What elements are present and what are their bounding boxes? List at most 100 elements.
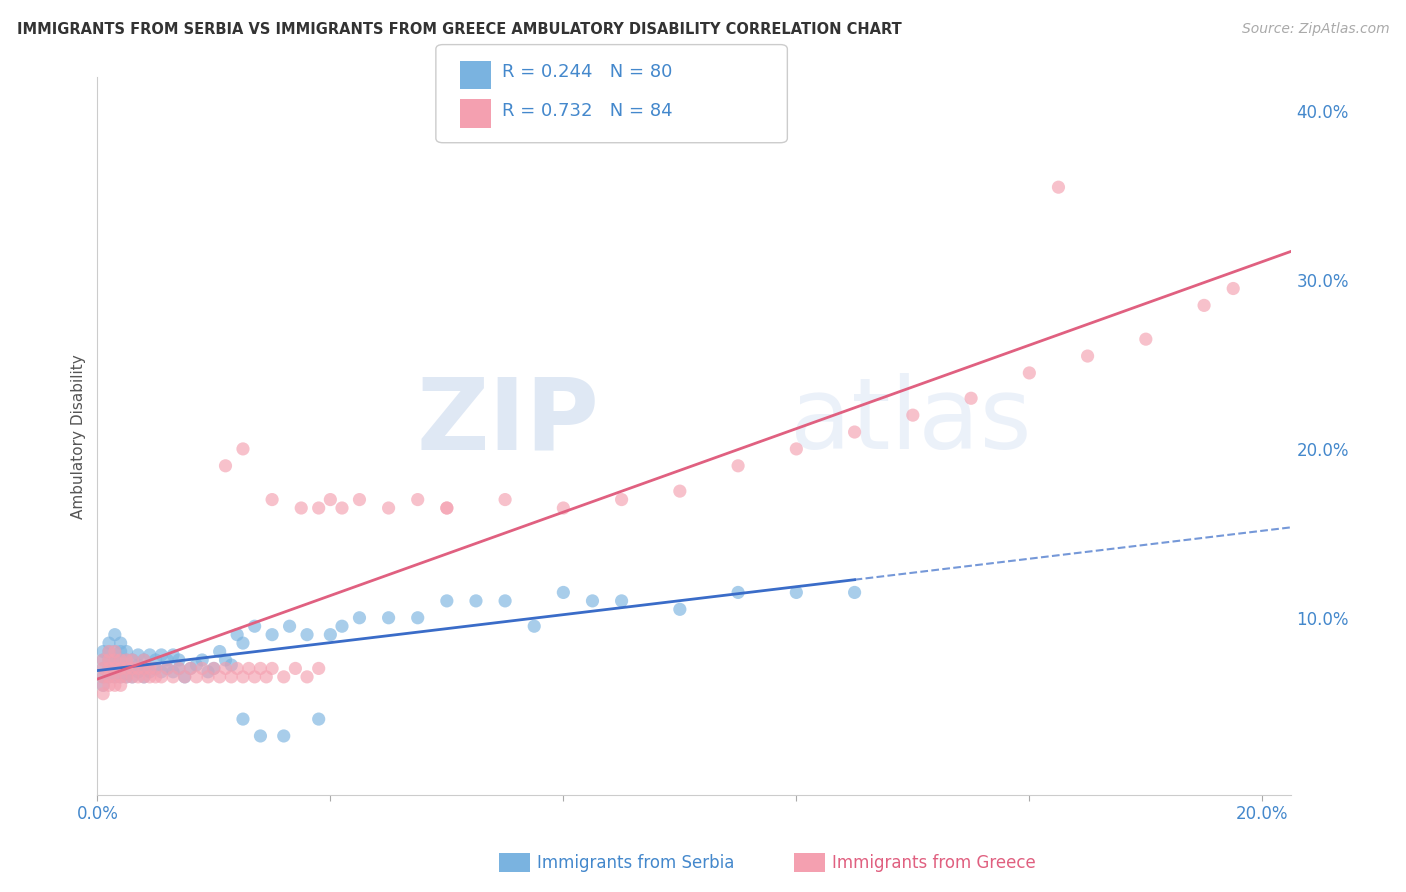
Point (243, 670, 266, 684)
Point (98, 644, 121, 658)
Point (1222, 281, 1244, 295)
Point (121, 653, 143, 667)
Point (110, 644, 132, 658)
Point (91, 678, 114, 692)
Point (186, 658, 208, 673)
Point (273, 729, 295, 743)
Text: R = 0.732   N = 84: R = 0.732 N = 84 (502, 103, 672, 120)
Point (115, 644, 138, 658)
Point (232, 712, 254, 726)
Point (232, 636, 254, 650)
Point (173, 670, 195, 684)
Point (104, 661, 127, 675)
Point (139, 661, 162, 675)
Point (110, 670, 132, 684)
Point (1135, 332, 1157, 346)
Point (110, 670, 132, 684)
Point (1192, 298, 1215, 312)
Point (319, 627, 342, 641)
Point (197, 665, 219, 679)
Point (98, 661, 121, 675)
Point (91, 644, 114, 658)
Point (262, 661, 284, 675)
Y-axis label: Ambulatory Disability: Ambulatory Disability (72, 354, 86, 518)
Point (436, 501, 458, 516)
Point (115, 653, 138, 667)
Point (132, 670, 155, 684)
Point (91, 653, 114, 667)
Point (104, 644, 127, 658)
Point (91, 687, 114, 701)
Point (132, 670, 155, 684)
Point (104, 670, 127, 684)
Point (191, 653, 214, 667)
Point (110, 678, 132, 692)
Point (156, 661, 179, 675)
Point (232, 442, 254, 456)
Point (98, 661, 121, 675)
Point (156, 661, 179, 675)
Point (98, 653, 121, 667)
Point (162, 670, 184, 684)
Point (104, 627, 127, 641)
Point (121, 661, 143, 675)
Point (115, 670, 138, 684)
Point (132, 661, 155, 675)
Point (1018, 366, 1040, 380)
Point (844, 585, 866, 599)
Point (1077, 349, 1099, 363)
Point (377, 501, 399, 516)
Point (98, 670, 121, 684)
Point (127, 665, 149, 679)
Point (115, 653, 138, 667)
Point (202, 661, 225, 675)
Point (145, 661, 167, 675)
Point (844, 425, 866, 439)
Point (308, 712, 330, 726)
Point (110, 653, 132, 667)
Point (308, 501, 330, 516)
Point (145, 670, 167, 684)
Point (104, 653, 127, 667)
Point (406, 611, 429, 625)
Point (180, 661, 202, 675)
Point (186, 670, 208, 684)
Text: Immigrants from Greece: Immigrants from Greece (832, 854, 1036, 871)
Point (104, 670, 127, 684)
Point (127, 661, 149, 675)
Point (127, 648, 149, 662)
Point (121, 670, 143, 684)
Text: R = 0.244   N = 80: R = 0.244 N = 80 (502, 63, 672, 81)
Point (377, 611, 399, 625)
Point (349, 611, 371, 625)
Point (132, 653, 155, 667)
Point (295, 670, 318, 684)
Point (110, 653, 132, 667)
Point (494, 492, 516, 507)
Point (669, 602, 692, 616)
Point (581, 594, 603, 608)
Point (494, 594, 516, 608)
Point (901, 408, 924, 422)
Point (436, 501, 458, 516)
Point (110, 661, 132, 675)
Point (214, 458, 236, 473)
Point (121, 670, 143, 684)
Point (284, 661, 307, 675)
Point (727, 458, 749, 473)
Point (91, 678, 114, 692)
Point (115, 661, 138, 675)
Point (115, 661, 138, 675)
Text: Immigrants from Serbia: Immigrants from Serbia (537, 854, 734, 871)
Text: IMMIGRANTS FROM SERBIA VS IMMIGRANTS FROM GREECE AMBULATORY DISABILITY CORRELATI: IMMIGRANTS FROM SERBIA VS IMMIGRANTS FRO… (17, 22, 901, 37)
Point (180, 661, 202, 675)
Point (91, 670, 114, 684)
Point (214, 653, 236, 667)
Point (98, 644, 121, 658)
Point (98, 636, 121, 650)
Point (104, 678, 127, 692)
Point (221, 658, 243, 673)
Point (173, 670, 195, 684)
Point (98, 653, 121, 667)
Point (249, 661, 271, 675)
